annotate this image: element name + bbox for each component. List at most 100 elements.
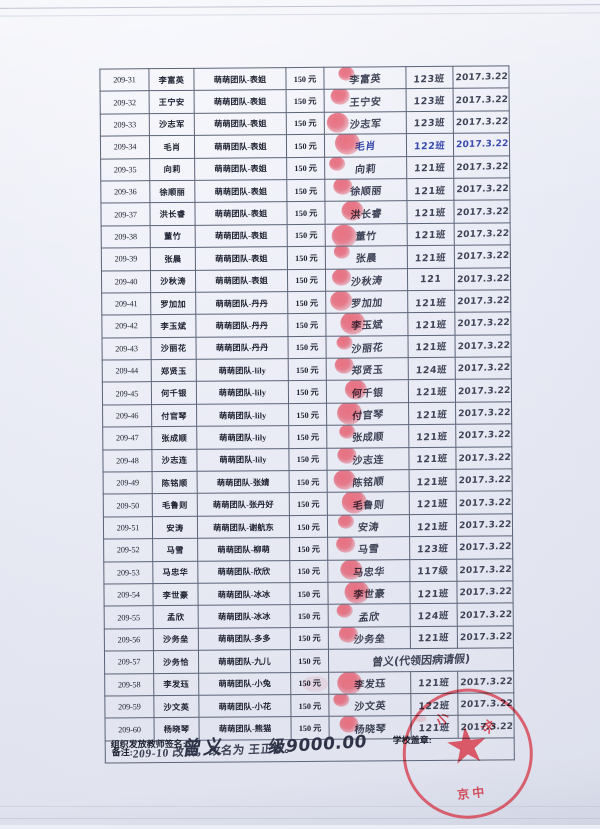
cell-student-name: 沙志连 [151, 448, 198, 472]
cell-team-name: 萌萌团队-小花 [198, 694, 291, 718]
signature-ink: 张晨 [355, 253, 378, 266]
cell-team-name: 萌萌团队-丹丹 [195, 291, 288, 315]
cell-student-id: 209-52 [103, 538, 153, 562]
signature-ink: 曾义(代领因病请假) [371, 652, 471, 669]
cell-amount: 150 元 [289, 559, 328, 583]
cell-amount: 150 元 [286, 134, 325, 158]
cell-class-handwritten: 121 [407, 267, 455, 291]
class-ink: 121班 [414, 185, 447, 198]
signature-ink: 洪长睿 [349, 208, 383, 222]
date-ink: 2017.3.22 [459, 609, 513, 621]
cell-date-handwritten: 2017.3.22 [455, 446, 513, 470]
cell-amount: 150 元 [288, 447, 328, 471]
signature-ink: 何千银 [350, 387, 384, 400]
cell-signature-handwritten: 沙务垒 [328, 626, 411, 650]
cell-date-handwritten: 2017.3.22 [457, 625, 514, 649]
cell-amount: 150 元 [289, 515, 328, 538]
cell-signature-handwritten: 王宁安 [324, 89, 407, 113]
class-ink: 123班 [413, 95, 446, 108]
cell-student-id: 209-53 [103, 561, 153, 585]
table-row: 209-40 沙秋涛 萌萌团队-表姐 150 元沙秋涛 121 2017.3.22 [101, 267, 511, 293]
cell-class-handwritten: 122班 [406, 133, 454, 157]
cell-team-name: 萌萌团队-多多 [198, 627, 291, 651]
signature-ink: 李玉斌 [350, 320, 384, 333]
date-ink: 2017.3.22 [457, 385, 511, 397]
signature-ink: 向莉 [354, 163, 377, 176]
red-thumbprint-mark [336, 604, 353, 619]
cell-signature-handwritten: 孟欣 [328, 604, 411, 628]
cell-student-name: 孟欣 [153, 605, 199, 629]
class-ink: 121班 [416, 453, 449, 466]
cell-class-handwritten: 121班 [408, 424, 456, 448]
class-ink: 123班 [413, 73, 446, 86]
cell-signature-handwritten: 罗加加 [325, 290, 408, 314]
signature-ink: 陈铭顺 [351, 476, 385, 490]
cell-student-id: 209-46 [102, 404, 152, 428]
cell-date-handwritten: 2017.3.22 [454, 267, 511, 291]
cell-date-handwritten: 2017.3.22 [454, 334, 512, 358]
table-row: 209-47 张成顺 萌萌团队-lily 150 元张成顺 121班 2017.3.22 [102, 424, 512, 450]
cell-student-id: 209-57 [104, 650, 154, 674]
table-row: 209-45 何千银 萌萌团队-lily 150 元何千银 121班 2017.3.22 [102, 379, 512, 405]
date-ink: 2017.3.22. [455, 94, 510, 106]
cell-student-name: 付官琴 [151, 404, 197, 427]
cell-student-id: 209-55 [104, 606, 154, 629]
date-ink: 2017.3.22 [459, 631, 513, 644]
cell-team-name: 萌萌团队-欣欣 [197, 560, 290, 584]
cell-amount: 150 元 [286, 89, 325, 113]
date-ink: 2017.3.22 [456, 273, 510, 285]
cell-date-handwritten: 2017.3.22. [456, 468, 513, 492]
table-row: 209-43 沙丽花 萌萌团队-丹丹 150 元沙丽花 121班 2017.3.22 [102, 334, 512, 361]
cell-date-handwritten: 2017.3.22 [455, 424, 512, 447]
cell-team-name: 萌萌团队-冰冰 [197, 582, 291, 606]
teacher-signature-handwritten: 曾义 [181, 735, 226, 760]
table-row: 209-46 付官琴 萌萌团队-lily 150 元付官琴 121班 2017.3.22. [102, 401, 512, 428]
red-thumbprint-mark [326, 112, 349, 133]
date-ink: 2017.3.22 [459, 564, 513, 577]
date-ink: 2017.3.22 [457, 318, 511, 330]
cell-student-id: 209-48 [102, 449, 153, 473]
cell-signature-handwritten: 李玉斌 [325, 312, 408, 336]
class-ink: 121班 [416, 520, 449, 533]
class-ink: 121班 [415, 409, 449, 421]
signature-ink: 沙文英 [353, 701, 387, 714]
class-ink: 121班 [416, 498, 449, 511]
cell-team-name: 萌萌团队-表姐 [195, 224, 288, 248]
class-ink: 121班 [415, 386, 448, 399]
class-ink: 124班 [417, 610, 450, 623]
seal-arc-char: 东 [477, 717, 498, 738]
cell-class-handwritten: 121班 [407, 312, 455, 336]
cell-signature-handwritten: 李世豪 [327, 581, 411, 605]
cell-team-name: 萌萌团队-张丹好 [197, 493, 290, 517]
class-ink: 123班 [416, 543, 450, 556]
cell-signature-handwritten: 李发珏 [328, 671, 411, 695]
class-ink: 121班 [414, 207, 447, 220]
cell-team-name: 萌萌团队-表姐 [195, 269, 288, 293]
cell-amount: 150 元 [290, 627, 329, 650]
cell-amount: 150 元 [290, 604, 329, 628]
signature-ink: 付官琴 [351, 409, 384, 423]
date-ink: 2017.3.22 [455, 72, 509, 84]
cell-date-handwritten: 2017.3.22 [453, 200, 511, 224]
table-row: 209-57 沙务恰 萌萌团队-九儿 150 元 曾义(代领因病请假) [104, 647, 514, 674]
date-ink: 2017.3.22 [457, 363, 511, 375]
cell-signature-handwritten: 马雪 [327, 536, 410, 560]
date-ink: 2017.3.22 [458, 542, 512, 554]
cell-amount: 150 元 [288, 425, 327, 449]
cell-student-id: 209-32 [100, 91, 150, 114]
signature-ink: 郑贤玉 [350, 365, 384, 378]
cell-student-id: 209-47 [102, 426, 152, 450]
cell-student-id: 209-37 [100, 203, 151, 226]
signature-ink: 张成顺 [351, 432, 384, 445]
cell-date-handwritten: 2017.3.22 [456, 558, 513, 582]
scan-edge-line [0, 818, 600, 819]
table-row: 209-51 安涛 萌萌团队-谢航东 150 元安涛 121班 2017.3.22 [103, 513, 513, 540]
seal-arc-char: 小 [433, 709, 453, 730]
cell-team-name: 萌萌团队-lily [196, 358, 289, 382]
cell-team-name: 萌萌团队-表姐 [194, 112, 287, 136]
class-ink: 122班 [413, 140, 446, 153]
cell-student-name: 陈铭顺 [152, 471, 198, 495]
cell-date-handwritten: 2017.3.22 [452, 65, 510, 89]
cell-team-name: 萌萌团队-表姐 [193, 67, 287, 91]
